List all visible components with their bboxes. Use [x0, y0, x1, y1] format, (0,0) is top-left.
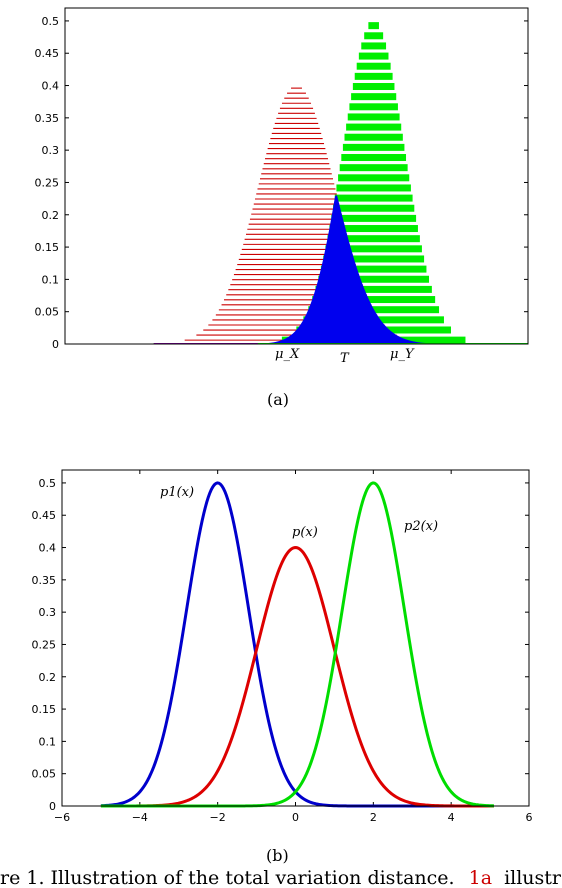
caption-text: re 1. Illustration of the total variatio…: [0, 867, 455, 888]
chart-b-ytick-label: 0: [49, 800, 56, 813]
chart-a-ytick-label: 0.05: [35, 306, 60, 319]
chart-a-frame: [64, 7, 529, 345]
chart-b-ytick-label: 0.35: [32, 574, 57, 587]
chart-a-green-hatch-band: [331, 214, 417, 222]
chart-b-xtick-label: −2: [210, 811, 226, 824]
figure-caption: re 1. Illustration of the total variatio…: [0, 867, 562, 888]
chart-b-ytick-label: 0.2: [39, 671, 57, 684]
chart-b-legend-p2: p2(x): [404, 519, 438, 534]
chart-a-ytick-label: 0.4: [42, 80, 60, 93]
chart-a-green-hatch-band: [349, 103, 398, 111]
chart-a-green-hatch-band: [318, 275, 430, 283]
chart-a-green-hatch-band: [339, 164, 408, 172]
chart-a-green-hatch-band: [358, 52, 389, 60]
chart-b-frame: [61, 469, 530, 807]
chart-a-green-hatch-band: [361, 42, 387, 50]
chart-b: 0 0.05 0.1 0.15 0.2 0.25 0.3 0.35 0.4 0.45 0.5 −6 −4…: [32, 469, 533, 865]
chart-a-green-hatch-band: [354, 72, 393, 80]
chart-a-ytick-label: 0.2: [42, 209, 60, 222]
chart-a-green-hatch-band: [312, 296, 436, 304]
chart-a-y-ticks: 0 0.05 0.1 0.15 0.2 0.25 0.3 0.35 0.4 0.45 0.5: [35, 15, 528, 351]
chart-b-xtick-label: 6: [526, 811, 533, 824]
chart-a-ytick-label: 0.45: [35, 47, 60, 60]
chart-a-green-hatch-band: [352, 83, 395, 91]
chart-a-green-hatch-band: [368, 22, 379, 30]
chart-a-green-hatch-band: [315, 285, 432, 293]
chart-b-xtick-label: 2: [370, 811, 377, 824]
chart-b-series-line-2: [100, 546, 494, 808]
chart-a-ytick-label: 0.15: [35, 241, 60, 254]
chart-a-green-hatch-band: [356, 62, 391, 70]
chart-b-ytick-label: 0.5: [39, 477, 57, 490]
chart-a-green-hatch-band: [351, 93, 397, 101]
chart-a-green-hatch-band: [344, 133, 403, 141]
chart-a-green-hatch-band: [347, 113, 400, 121]
chart-b-xtick-label: 0: [292, 811, 299, 824]
chart-a-ytick-label: 0.25: [35, 176, 60, 189]
chart-a-fills: [65, 22, 528, 344]
chart-a-green-hatch-band: [336, 184, 411, 192]
chart-a-green-hatch-band: [364, 32, 384, 40]
chart-a-annot-muy: μ_Y: [390, 347, 415, 362]
chart-a-green-hatch-band: [342, 143, 405, 151]
chart-b-ytick-label: 0.4: [39, 542, 57, 555]
chart-a-annot-t: T: [340, 351, 350, 366]
chart-a-green-hatch-band: [327, 235, 420, 243]
chart-a: 0 0.05 0.1 0.15 0.2 0.25 0.3 0.35 0.4 0.45 0.5 μ_X…: [35, 7, 529, 409]
chart-a-green-hatch-band: [338, 174, 410, 182]
chart-a-ytick-label: 0.35: [35, 112, 60, 125]
chart-a-green-hatch-band: [334, 194, 413, 202]
caption-tail: illustr: [504, 867, 562, 888]
chart-a-ytick-label: 0.3: [42, 144, 60, 157]
chart-a-green-hatch-band: [341, 154, 407, 162]
caption-ref-link[interactable]: 1a: [469, 867, 492, 888]
chart-b-ytick-label: 0.15: [32, 703, 57, 716]
chart-b-ticks: 0 0.05 0.1 0.15 0.2 0.25 0.3 0.35 0.4 0.45 0.5 −6 −4…: [32, 470, 533, 824]
chart-b-ytick-label: 0.25: [32, 638, 57, 651]
chart-a-green-hatch-band: [325, 245, 422, 253]
chart-a-ytick-label: 0: [52, 338, 59, 351]
chart-a-green-hatch-band: [329, 225, 418, 233]
chart-b-panel-label: (b): [266, 846, 289, 865]
chart-b-ytick-label: 0.05: [32, 768, 57, 781]
chart-a-ytick-label: 0.1: [42, 273, 60, 286]
chart-b-legend-p: p(x): [292, 525, 318, 540]
chart-a-green-hatch-band: [323, 255, 425, 263]
chart-b-xtick-label: −4: [132, 811, 148, 824]
chart-b-ytick-label: 0.45: [32, 509, 57, 522]
chart-a-annot-mux: μ_X: [275, 347, 300, 362]
chart-a-ytick-label: 0.5: [42, 15, 60, 28]
chart-b-xtick-label: 4: [448, 811, 455, 824]
chart-a-panel-label: (a): [267, 390, 289, 409]
chart-a-green-hatch-band: [346, 123, 402, 131]
chart-b-legend-p1: p1(x): [160, 485, 194, 500]
chart-a-green-hatch-band: [320, 265, 427, 273]
chart-b-ytick-label: 0.3: [39, 606, 57, 619]
chart-b-ytick-label: 0.1: [39, 735, 57, 748]
chart-a-green-hatch-band: [333, 204, 415, 212]
chart-b-xtick-label: −6: [54, 811, 70, 824]
